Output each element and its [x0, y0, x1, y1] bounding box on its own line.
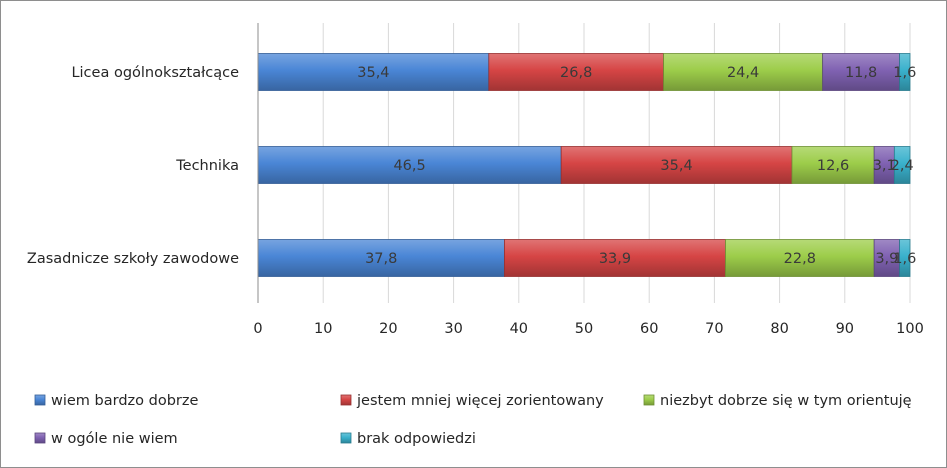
data-label: 11,8: [845, 65, 877, 81]
bar-segment: [899, 239, 911, 277]
data-label: 26,8: [560, 65, 592, 81]
data-label: 1,6: [893, 65, 916, 81]
bar-segment: [257, 53, 490, 91]
legend-swatch: [340, 394, 352, 406]
category-label: Technika: [175, 158, 239, 174]
bar-segment: [257, 239, 505, 277]
data-label: 46,5: [393, 158, 425, 174]
legend-label: brak odpowiedzi: [357, 431, 476, 447]
legend-item: jestem mniej więcej zorientowany: [340, 393, 604, 409]
legend-item: w ogóle nie wiem: [34, 431, 178, 447]
data-label: 1,6: [893, 251, 916, 267]
x-tick-label: 50: [575, 321, 593, 337]
bar-segment: [893, 146, 911, 184]
legend-label: niezbyt dobrze się w tym orientuję: [660, 393, 912, 409]
x-tick-label: 70: [705, 321, 723, 337]
x-tick-label: 20: [379, 321, 397, 337]
x-tick-label: 80: [770, 321, 788, 337]
bar-segment: [873, 239, 900, 277]
x-tick-label: 90: [836, 321, 854, 337]
legend-item: niezbyt dobrze się w tym orientuję: [643, 393, 912, 409]
bars: [257, 53, 911, 277]
bar-segment: [663, 53, 824, 91]
data-label: 3,9: [875, 251, 898, 267]
data-label: 22,8: [784, 251, 816, 267]
legend-item: brak odpowiedzi: [340, 431, 476, 447]
x-tick-label: 30: [444, 321, 462, 337]
x-tick-label: 10: [314, 321, 332, 337]
x-tick-label: 0: [253, 321, 262, 337]
data-label: 37,8: [365, 251, 397, 267]
data-label: 35,4: [357, 65, 389, 81]
bar-segment: [488, 53, 664, 91]
x-tick-label: 40: [510, 321, 528, 337]
data-label: 12,6: [817, 158, 849, 174]
data-label: 24,4: [727, 65, 759, 81]
legend-swatch: [643, 394, 655, 406]
bar-segment: [899, 53, 911, 91]
legend-label: jestem mniej więcej zorientowany: [356, 393, 604, 409]
bar-segment: [725, 239, 875, 277]
data-label: 33,9: [599, 251, 631, 267]
data-labels: 35,4 26,8 24,4 11,8 1,6 46,5 35,4 12,6 3,12,4 37,…: [357, 65, 916, 267]
legend: wiem bardzo dobrze jestem mniej więcej zo…: [34, 393, 912, 447]
legend-swatch: [34, 394, 46, 406]
x-tick-label: 100: [896, 321, 924, 337]
legend-swatch: [34, 432, 46, 444]
bar-segment: [791, 146, 875, 184]
data-label: 35,4: [660, 158, 692, 174]
legend-item: wiem bardzo dobrze: [34, 393, 198, 409]
axes: Licea ogólnokształcące Technika Zasadnicze…: [27, 23, 924, 337]
data-label: 2,4: [891, 158, 914, 174]
category-label: Zasadnicze szkoły zawodowe: [27, 251, 239, 267]
data-label: 3,1: [873, 158, 896, 174]
legend-label: wiem bardzo dobrze: [51, 393, 198, 409]
bar-segment: [504, 239, 726, 277]
legend-swatch: [340, 432, 352, 444]
legend-label: w ogóle nie wiem: [51, 431, 178, 447]
x-tick-label: 60: [640, 321, 658, 337]
bar-segment: [822, 53, 900, 91]
category-label: Licea ogólnokształcące: [71, 65, 239, 81]
